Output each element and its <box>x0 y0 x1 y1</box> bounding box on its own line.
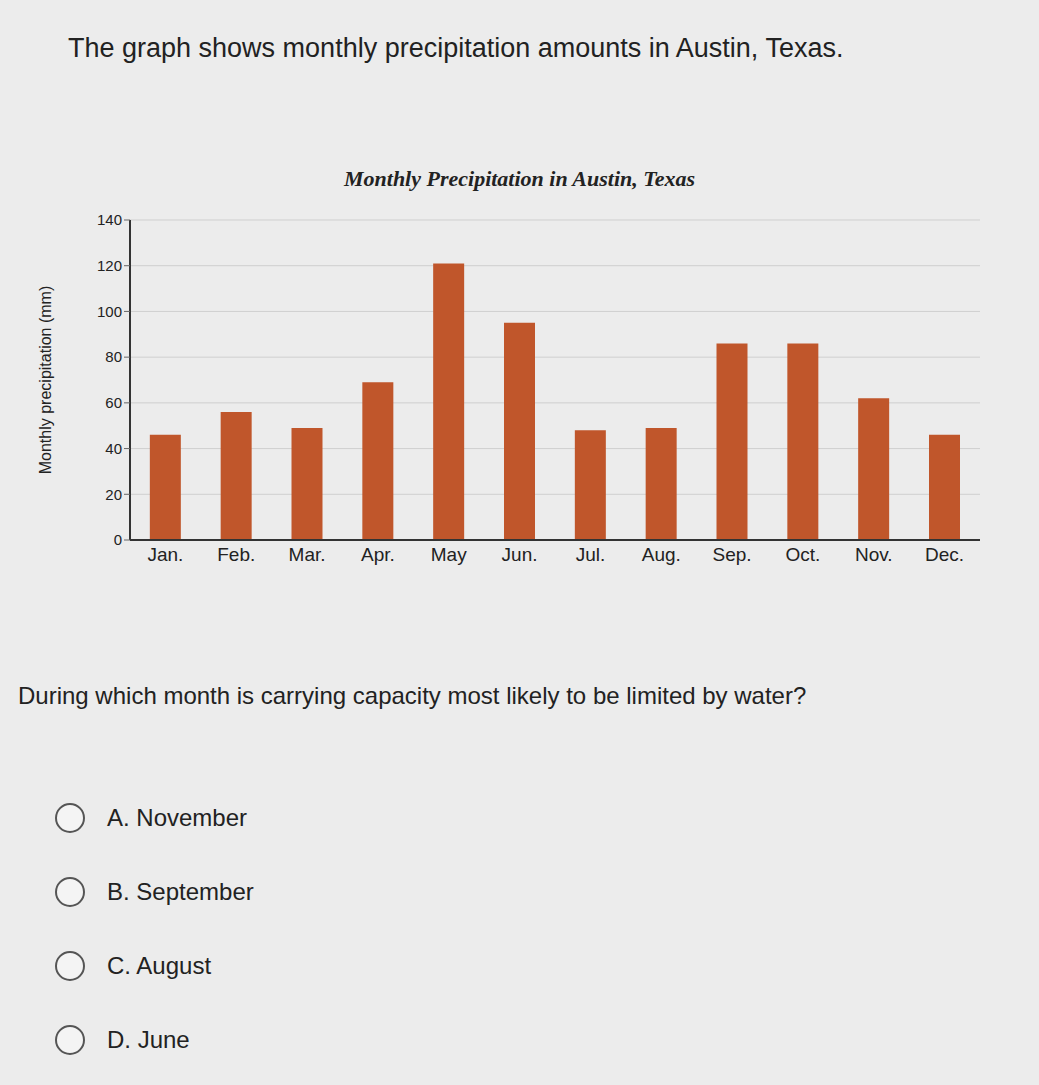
svg-text:Mar.: Mar. <box>289 544 326 565</box>
svg-text:Oct.: Oct. <box>785 544 820 565</box>
svg-text:Monthly precipitation (mm): Monthly precipitation (mm) <box>37 286 54 475</box>
html-text:Monthly Precipitation in Austi: Monthly Precipitation in Austin, Texas <box>344 166 695 191</box>
svg-text:100: 100 <box>97 303 122 320</box>
svg-text:140: 140 <box>97 211 122 228</box>
svg-text:May: May <box>431 544 467 565</box>
svg-text:Dec.: Dec. <box>925 544 964 565</box>
svg-text:Sep.: Sep. <box>713 544 752 565</box>
svg-text:Jul.: Jul. <box>576 544 606 565</box>
svg-text:60: 60 <box>105 394 122 411</box>
svg-text:120: 120 <box>97 257 122 274</box>
svg-text:Nov.: Nov. <box>855 544 893 565</box>
html-text:The graph shows monthly precip: The graph shows monthly precipitation am… <box>68 33 844 63</box>
svg-text:80: 80 <box>105 348 122 365</box>
html-text:D. June: D. June <box>107 1026 190 1053</box>
svg-text:0: 0 <box>114 531 122 548</box>
svg-text:Apr.: Apr. <box>361 544 395 565</box>
svg-text:Aug.: Aug. <box>642 544 681 565</box>
svg-text:Jan.: Jan. <box>147 544 183 565</box>
svg-text:Feb.: Feb. <box>217 544 255 565</box>
html-text:C. August: C. August <box>107 952 212 979</box>
html-text:A. November: A. November <box>107 804 248 831</box>
svg-text:Jun.: Jun. <box>502 544 538 565</box>
html-text:B. September: B. September <box>107 878 254 905</box>
svg-text:20: 20 <box>105 486 122 503</box>
html-text:During which month is carrying: During which month is carrying capacity … <box>18 682 807 709</box>
svg-text:40: 40 <box>105 440 122 457</box>
